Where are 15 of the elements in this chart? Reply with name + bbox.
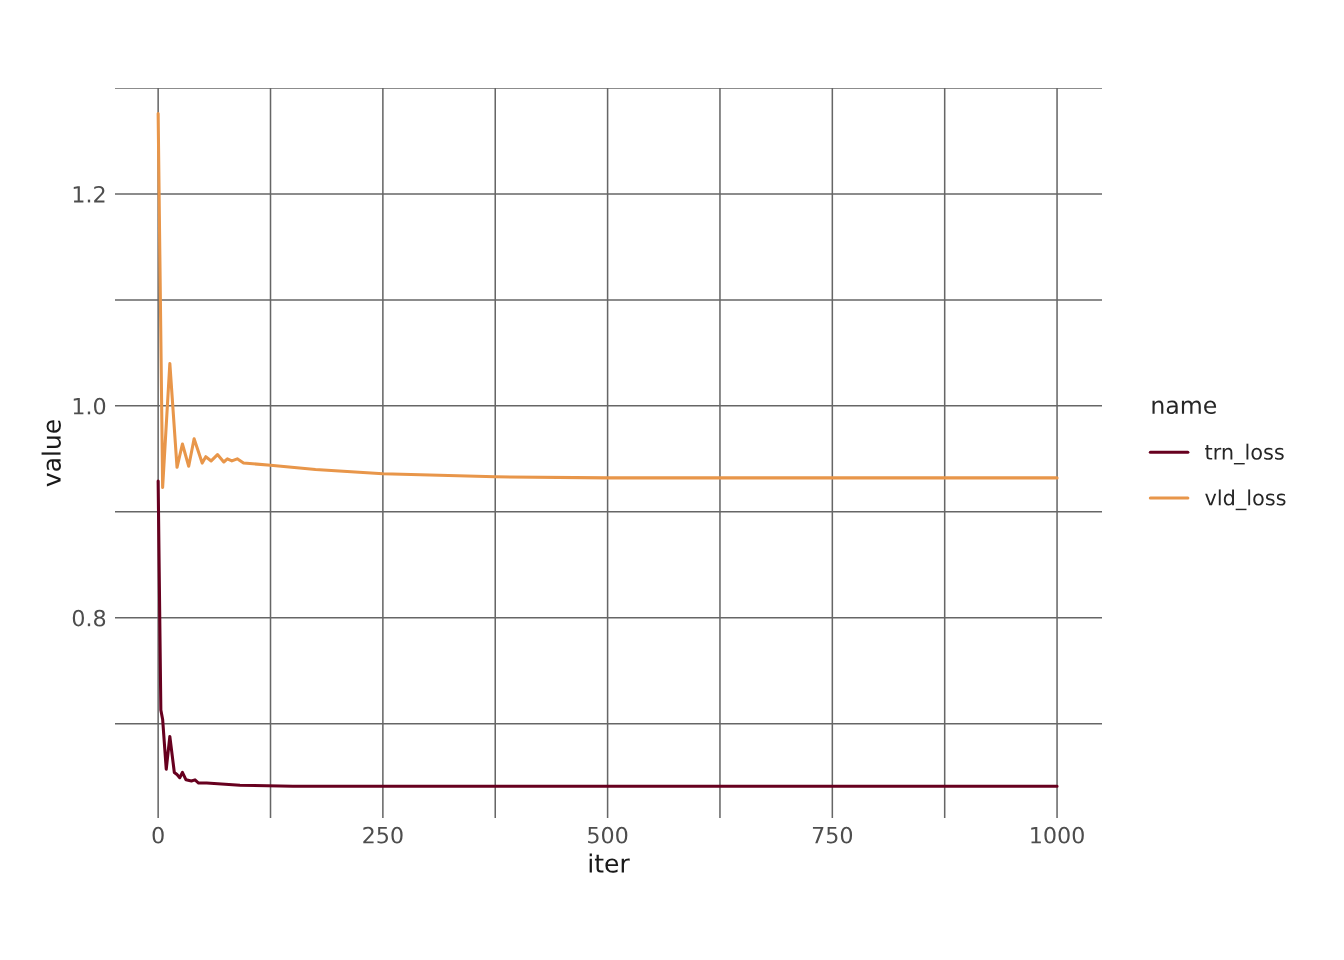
legend-title: name xyxy=(1152,400,1217,415)
y-tick-label: 1.2 xyxy=(73,185,105,203)
x-tick-label: 1000 xyxy=(1031,826,1084,844)
x-tick-label: 500 xyxy=(588,826,628,844)
y-tick-label: 1.0 xyxy=(73,397,106,415)
legend-label: vld_loss xyxy=(1205,489,1286,511)
x-tick-label: 750 xyxy=(812,826,853,844)
line-series xyxy=(156,479,1059,788)
y-tick-label: 0.8 xyxy=(72,609,106,627)
line-series xyxy=(156,111,1059,489)
legend-label: trn_loss xyxy=(1205,443,1284,465)
x-tick-label: 0 xyxy=(152,826,164,844)
y-axis-title: value xyxy=(41,420,61,487)
x-tick-label: 250 xyxy=(363,826,403,844)
x-axis-title: iter xyxy=(589,853,630,873)
